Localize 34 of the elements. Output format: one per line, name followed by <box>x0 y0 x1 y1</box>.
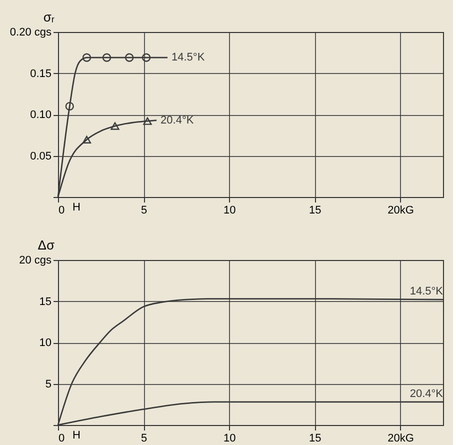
y-axis-title: σᵣ <box>43 10 54 24</box>
y-tick-label: 20 cgs <box>19 254 52 266</box>
series-label: 14.5°K <box>172 52 206 64</box>
x-tick-label: 20kG <box>388 432 414 444</box>
y-tick-label: 10 <box>39 337 52 349</box>
y-axis-title: Δσ <box>38 238 54 252</box>
point <box>125 53 134 62</box>
y-tick-label: 5 <box>45 378 52 390</box>
y-tick-label: 0.20 cgs <box>10 26 52 38</box>
y-tick-label: 0.10 <box>30 109 52 121</box>
y-tick-label: 0.15 <box>30 68 52 80</box>
point <box>65 102 74 111</box>
point <box>110 122 120 130</box>
x-tick-label: 10 <box>223 204 236 216</box>
x-tick-label: 0 <box>58 204 65 216</box>
x-axis-title: H <box>72 202 80 214</box>
x-axis-title: H <box>72 430 80 442</box>
x-tick-label: 15 <box>309 432 322 444</box>
y-tick-label: 0.05 <box>30 150 52 162</box>
x-tick-label: 20kG <box>388 204 414 216</box>
x-tick-label: 5 <box>140 204 148 216</box>
point <box>82 53 92 62</box>
point <box>143 117 152 125</box>
x-tick-label: 5 <box>140 432 148 444</box>
y-tick-label: 15 <box>39 296 52 308</box>
series-label: 14.5°K <box>410 286 444 298</box>
series-label: 20.4°K <box>160 114 194 126</box>
point <box>102 53 112 62</box>
series-label: 20.4°K <box>410 388 444 400</box>
point <box>142 53 151 62</box>
x-tick-label: 0 <box>58 432 65 444</box>
x-tick-label: 15 <box>309 204 322 216</box>
point <box>82 136 92 144</box>
x-tick-label: 10 <box>223 432 236 444</box>
